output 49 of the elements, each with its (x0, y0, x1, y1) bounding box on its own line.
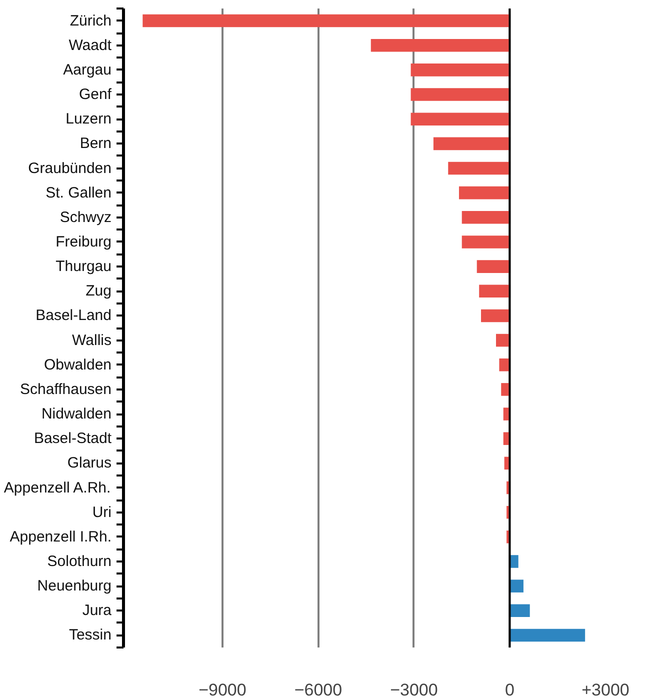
y-tick-label: Genf (78, 86, 112, 104)
y-tick-label: Basel-Land (36, 307, 112, 324)
bar (510, 555, 518, 568)
y-tick-label: Graubünden (28, 160, 112, 177)
y-tick-label: Aargau (63, 61, 112, 78)
x-tick-label: +3000 (582, 680, 630, 698)
y-tick-label: Luzern (66, 110, 112, 128)
y-tick-label: Jura (82, 602, 112, 620)
bar (370, 38, 510, 52)
bar (410, 64, 510, 76)
y-tick-label: Uri (92, 504, 112, 521)
y-tick-label: Waadt (68, 36, 112, 54)
x-tick-label: −3000 (390, 680, 438, 698)
bar (510, 580, 524, 592)
bar (448, 162, 510, 175)
bar (510, 604, 530, 618)
y-tick-label: Schaffhausen (20, 380, 112, 398)
y-tick-label: Zürich (70, 12, 112, 30)
y-tick-label: Obwalden (44, 356, 112, 374)
y-tick-label: Wallis (72, 332, 112, 349)
bar (462, 236, 510, 248)
y-tick-label: St. Gallen (46, 184, 112, 202)
bar (458, 186, 510, 200)
bar (142, 14, 510, 28)
bar (479, 284, 510, 298)
y-tick-label: Neuenburg (37, 578, 112, 595)
y-tick-label: Basel-Stadt (34, 430, 112, 448)
y-tick-label: Schwyz (60, 208, 112, 226)
x-tick-label: −9000 (198, 680, 246, 698)
x-tick-label: 0 (505, 680, 514, 698)
bar (476, 260, 510, 273)
y-tick-label: Thurgau (56, 258, 112, 276)
bar (481, 309, 510, 322)
y-tick-label: Appenzell A.Rh. (4, 479, 111, 496)
bar (462, 211, 510, 224)
y-tick-label: Freiburg (56, 233, 112, 250)
y-tick-label: Appenzell I.Rh. (10, 528, 112, 546)
y-tick-label: Zug (86, 282, 112, 300)
x-tick-label: −6000 (294, 680, 342, 698)
y-tick-label: Tessin (68, 626, 112, 644)
bar (499, 358, 510, 372)
y-tick-label: Nidwalden (41, 406, 112, 423)
y-tick-label: Bern (80, 135, 112, 152)
y-tick-label: Solothurn (47, 552, 112, 570)
bar (510, 628, 586, 642)
bar (410, 88, 510, 101)
y-tick-label: Glarus (67, 454, 112, 472)
bar (410, 112, 510, 126)
bar (433, 137, 510, 150)
